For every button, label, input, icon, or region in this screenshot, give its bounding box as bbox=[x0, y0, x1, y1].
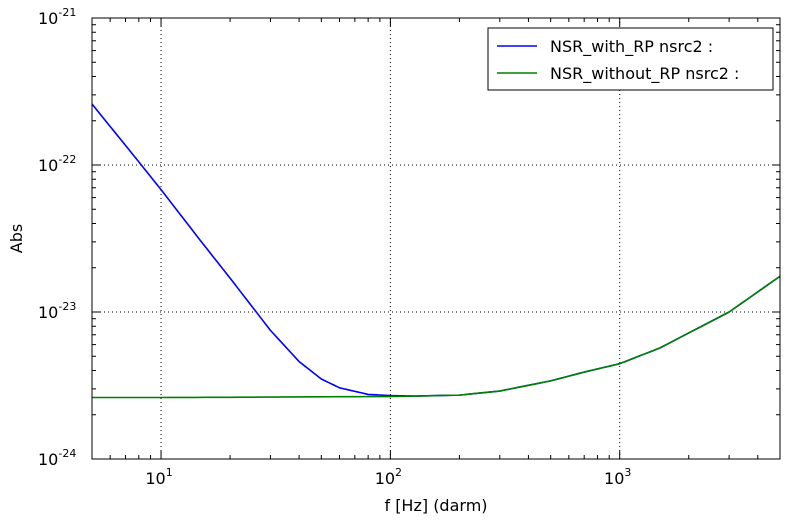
x-axis-label: f [Hz] (darm) bbox=[384, 496, 487, 515]
legend: NSR_with_RP nsrc2 : NSR_without_RP nsrc2 … bbox=[487, 27, 774, 91]
x-tick-label: 102 bbox=[375, 466, 402, 488]
y-axis-label: Abs bbox=[7, 224, 26, 253]
legend-label: NSR_without_RP nsrc2 : bbox=[550, 64, 739, 84]
plot-area-frame bbox=[91, 17, 781, 460]
legend-box bbox=[487, 27, 774, 91]
ticks: 101 102 103 10-24 10-23 10-22 10-21 bbox=[38, 6, 780, 488]
y-tick-label: 10-23 bbox=[38, 300, 76, 322]
y-tick-label: 10-24 bbox=[38, 447, 76, 469]
x-tick-label: 103 bbox=[604, 466, 631, 488]
series-layer bbox=[91, 103, 781, 399]
series-line bbox=[91, 103, 781, 397]
series-line bbox=[92, 275, 781, 399]
grid bbox=[92, 18, 780, 459]
legend-label: NSR_with_RP nsrc2 : bbox=[550, 37, 713, 57]
x-tick-label: 101 bbox=[145, 466, 172, 488]
y-tick-label: 10-22 bbox=[38, 153, 76, 175]
y-tick-label: 10-21 bbox=[38, 6, 76, 28]
